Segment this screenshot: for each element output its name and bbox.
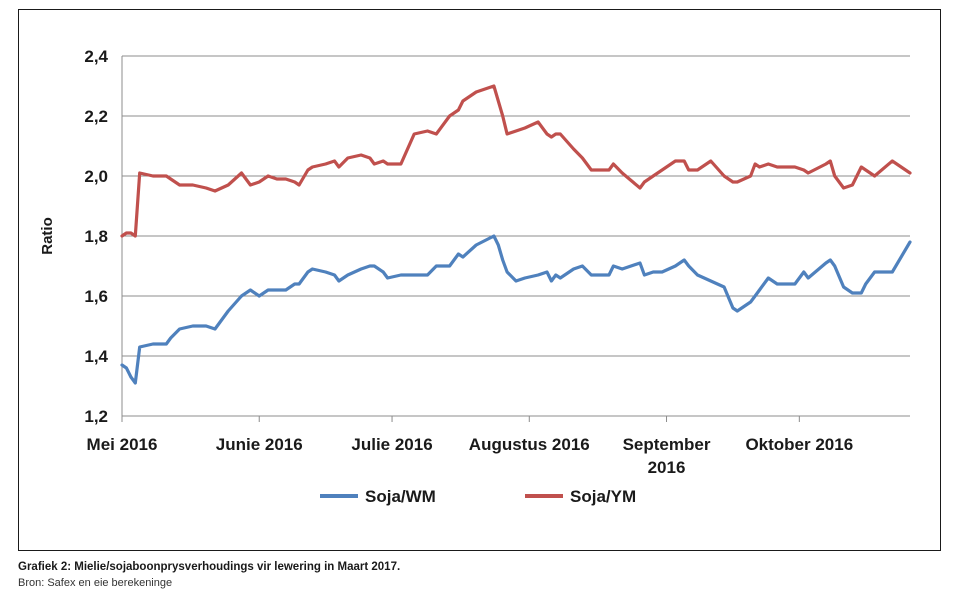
legend-label: Soja/YM: [570, 487, 636, 506]
x-tick-label: 2016: [648, 458, 686, 477]
series-line-soja-wm: [120, 234, 912, 385]
y-tick-label: 1,2: [84, 407, 108, 426]
x-tick-label: Junie 2016: [216, 435, 303, 454]
x-tick-label: Augustus 2016: [469, 435, 590, 454]
x-tick-label: Oktober 2016: [745, 435, 853, 454]
x-tick-label: Mei 2016: [87, 435, 158, 454]
y-tick-label: 2,4: [84, 47, 108, 66]
chart-frame: [18, 9, 941, 551]
series-line-soja-ym: [120, 84, 912, 238]
y-tick-label: 1,6: [84, 287, 108, 306]
figure-caption: Grafiek 2: Mielie/sojaboonprysverhouding…: [18, 561, 401, 573]
x-tick-label: Julie 2016: [351, 435, 432, 454]
y-tick-label: 1,4: [84, 347, 108, 366]
legend-label: Soja/WM: [365, 487, 436, 506]
y-tick-label: 2,2: [84, 107, 108, 126]
y-axis-label: Ratio: [39, 217, 56, 255]
x-tick-label: September: [623, 435, 711, 454]
line-chart: 1,2 1,4 1,6 1,8 2,0 2,2 2,4 Ratio Mei 2016 Junie …: [39, 47, 912, 506]
y-tick-label: 1,8: [84, 227, 108, 246]
y-tick-label: 2,0: [84, 167, 108, 186]
figure-source: Bron: Safex en eie berekeninge: [18, 577, 173, 589]
